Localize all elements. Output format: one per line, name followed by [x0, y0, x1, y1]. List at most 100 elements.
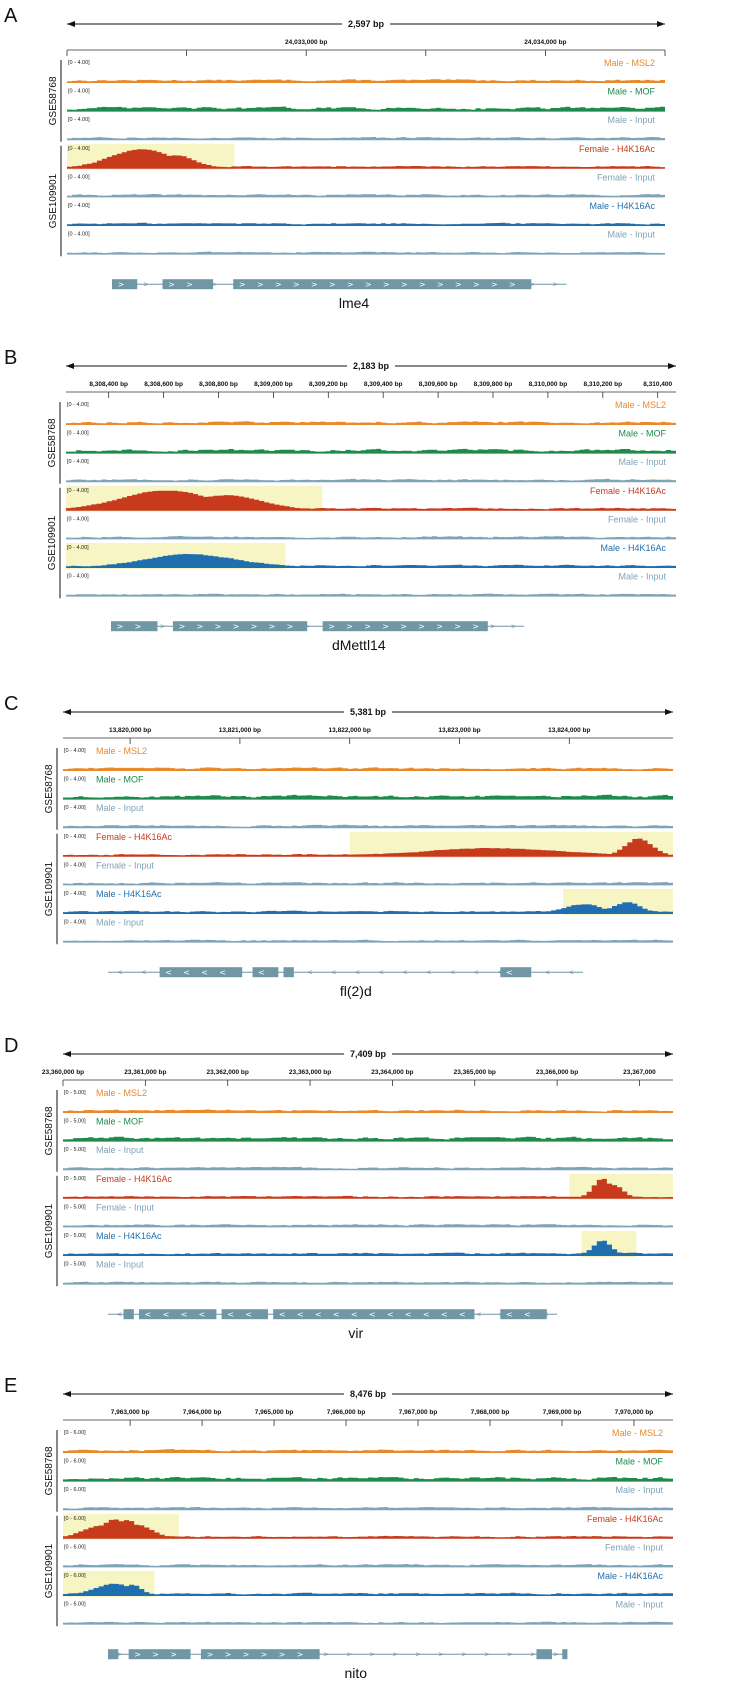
- exon-chevron: <: [369, 1310, 376, 1319]
- track-7: [0 - 4.00] Male - Input: [66, 572, 676, 597]
- exon-chevron: >: [473, 280, 480, 289]
- exon-chevron: >: [455, 280, 462, 289]
- track-5: [0 - 4.00] Female - Input: [67, 172, 665, 198]
- signal-area: [66, 593, 676, 597]
- strand-chevron: <: [354, 969, 360, 977]
- track-name: Male - MOF: [615, 1457, 663, 1467]
- track-range: [0 - 5.00]: [64, 1233, 86, 1239]
- track-1: [0 - 4.00] Male - MSL2: [67, 58, 665, 83]
- group-label: GSE58768: [48, 76, 59, 125]
- gene-exon: [112, 279, 138, 290]
- exon-chevron: >: [233, 622, 240, 631]
- track-range: [0 - 4.00]: [68, 203, 90, 209]
- gene-name: lme4: [339, 295, 370, 311]
- track-name: Female - H4K16Ac: [590, 486, 667, 496]
- exon-chevron: <: [405, 1310, 412, 1319]
- gene-exon: [500, 967, 532, 978]
- track-range: [0 - 4.00]: [68, 174, 90, 180]
- strand-chevron: >: [484, 1651, 490, 1659]
- track-name: Male - Input: [96, 803, 144, 813]
- group-label: GSE109901: [44, 861, 55, 916]
- tick-label: 24,033,000 bp: [285, 39, 327, 46]
- track-range: [0 - 4.00]: [67, 516, 89, 522]
- exon-chevron: <: [163, 1310, 170, 1319]
- strand-chevron: <: [426, 969, 432, 977]
- tick-label: 7,970,000 bp: [615, 1409, 654, 1416]
- exon-chevron: <: [165, 968, 172, 977]
- span-label: 5,381 bp: [350, 707, 387, 717]
- track-name: Female - H4K16Ac: [579, 144, 656, 154]
- exon-chevron: >: [491, 280, 498, 289]
- track-2: [0 - 6.00] Male - MOF: [63, 1457, 673, 1482]
- track-range: [0 - 4.00]: [68, 232, 90, 238]
- gene-exon: [128, 1649, 191, 1660]
- gene-exon: [123, 1309, 134, 1320]
- group-label: GSE58768: [47, 418, 58, 467]
- track-name: Female - Input: [96, 860, 155, 870]
- exon-chevron: >: [328, 622, 335, 631]
- track-name: Male - Input: [618, 572, 666, 582]
- gene-exon: [500, 1309, 547, 1320]
- tick-label: 23,361,000 bp: [124, 1069, 166, 1076]
- strand-chevron: >: [415, 1651, 421, 1659]
- exon-chevron: <: [183, 968, 190, 977]
- signal-area: [63, 794, 673, 800]
- exon-chevron: >: [117, 622, 124, 631]
- gene-model: <<<<<<<<<<<<<<<<<<<<<<<<<<: [108, 967, 583, 978]
- span-label: 2,183 bp: [353, 361, 390, 371]
- track-range: [0 - 4.00]: [68, 146, 90, 152]
- tick-label: 8,309,600 bp: [419, 381, 458, 388]
- exon-chevron: >: [436, 622, 443, 631]
- exon-chevron: >: [383, 280, 390, 289]
- tick-label: 23,360,000 bp: [42, 1069, 84, 1076]
- gene-name: fl(2)d: [340, 983, 372, 999]
- signal-area: [67, 106, 665, 112]
- gene-exon: [283, 967, 294, 978]
- group-label: GSE109901: [44, 1543, 55, 1598]
- exon-chevron: >: [329, 280, 336, 289]
- exon-chevron: <: [245, 1310, 252, 1319]
- exon-chevron: >: [243, 1650, 250, 1659]
- tick-label: 13,821,000 bp: [219, 727, 261, 734]
- group-label: GSE58768: [44, 764, 55, 813]
- strand-chevron: >: [143, 281, 149, 289]
- tick-label: 7,966,000 bp: [327, 1409, 366, 1416]
- tick-label: 7,964,000 bp: [183, 1409, 222, 1416]
- exon-chevron: >: [279, 1650, 286, 1659]
- panel-D: D 7,409 bp 23,360,000 bp 23,361,000 bp 23,36…: [4, 1035, 673, 1341]
- strand-chevron: <: [568, 969, 574, 977]
- track-name: Male - Input: [615, 1600, 663, 1610]
- exon-chevron: <: [387, 1310, 394, 1319]
- strand-chevron: >: [346, 1651, 352, 1659]
- track-range: [0 - 5.00]: [64, 1090, 86, 1096]
- strand-chevron: >: [392, 1651, 398, 1659]
- gene-model: <<<<<<<<<<<<<<<<<<<<<<<<<<<<<<<<<<<<<<<: [108, 1309, 558, 1320]
- track-range: [0 - 5.00]: [64, 1176, 86, 1182]
- track-name: Male - MOF: [96, 775, 144, 785]
- track-name: Male - H4K16Ac: [589, 201, 655, 211]
- group-label: GSE58768: [44, 1446, 55, 1495]
- exon-chevron: >: [207, 1650, 214, 1659]
- signal-area: [63, 1136, 673, 1142]
- strand-chevron: <: [402, 969, 408, 977]
- track-range: [0 - 5.00]: [64, 1262, 86, 1268]
- strand-chevron: <: [497, 969, 503, 977]
- track-5: [0 - 4.00] Female - Input: [66, 514, 676, 540]
- tick-label: 23,366,000 bp: [536, 1069, 578, 1076]
- track-range: [0 - 4.00]: [68, 117, 90, 123]
- exon-chevron: <: [315, 1310, 322, 1319]
- tick-label: 7,963,000 bp: [111, 1409, 150, 1416]
- strand-chevron: >: [369, 1651, 375, 1659]
- tick-label: 8,309,200 bp: [309, 381, 348, 388]
- tick-label: 8,308,800 bp: [199, 381, 238, 388]
- signal-area: [66, 490, 676, 511]
- track-4: [0 - 6.00] Female - H4K16Ac: [63, 1513, 673, 1540]
- track-name: Male - Input: [96, 1260, 144, 1270]
- tick-label: 24,034,000 bp: [524, 39, 566, 46]
- track-range: [0 - 4.00]: [64, 920, 86, 926]
- strand-chevron: >: [211, 281, 217, 289]
- signal-area: [63, 1109, 673, 1113]
- tick-label: 23,363,000 bp: [289, 1069, 331, 1076]
- panel-A: A 2,597 bp 24,033,000 bp 24,034,000 bp [0 - …: [4, 5, 666, 311]
- track-name: Female - Input: [605, 1542, 664, 1552]
